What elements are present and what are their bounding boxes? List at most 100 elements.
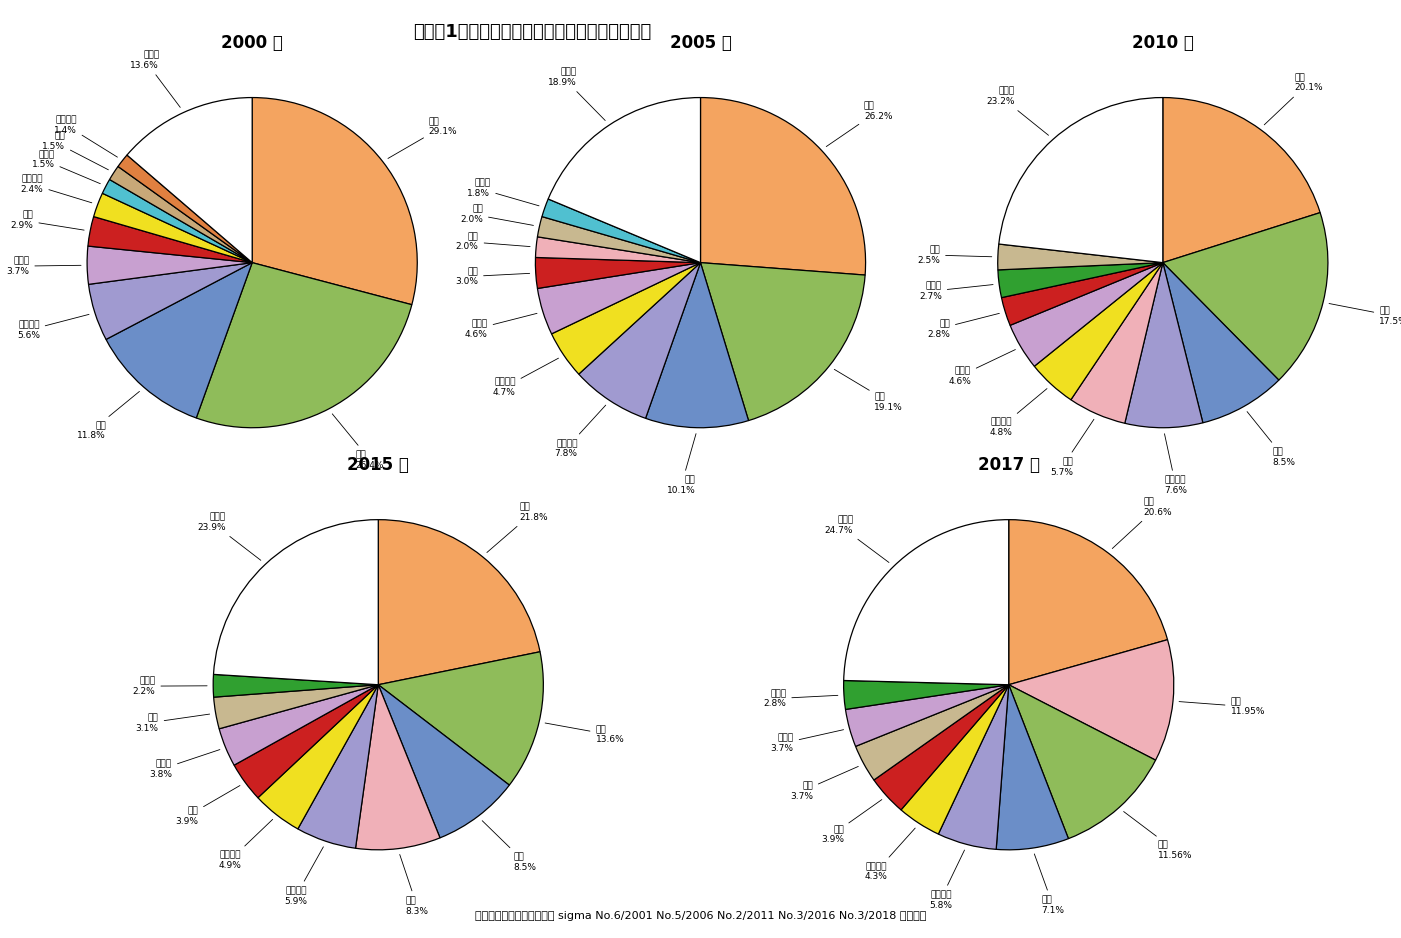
Text: 米国
26.2%: 米国 26.2%	[827, 101, 892, 146]
Title: 2010 年: 2010 年	[1132, 34, 1194, 52]
Wedge shape	[874, 685, 1009, 809]
Wedge shape	[856, 685, 1009, 780]
Text: その他
23.2%: その他 23.2%	[986, 86, 1048, 135]
Wedge shape	[1125, 263, 1203, 428]
Text: インド
2.2%: インド 2.2%	[133, 676, 207, 696]
Wedge shape	[535, 236, 700, 263]
Text: 日本
17.5%: 日本 17.5%	[1330, 304, 1401, 325]
Wedge shape	[700, 263, 866, 420]
Wedge shape	[1002, 263, 1163, 325]
Text: 台湾
2.5%: 台湾 2.5%	[918, 245, 992, 265]
Text: 米国
20.1%: 米国 20.1%	[1264, 73, 1323, 125]
Text: イタリア
4.3%: イタリア 4.3%	[864, 828, 915, 882]
Wedge shape	[901, 685, 1009, 834]
Text: （資料）スイス再保険会社 sigma No.6/2001 No.5/2006 No.2/2011 No.3/2016 No.3/2018 より作成: （資料）スイス再保険会社 sigma No.6/2001 No.5/2006 N…	[475, 911, 926, 921]
Text: 中国
2.0%: 中国 2.0%	[455, 232, 530, 251]
Text: 韓国
3.0%: 韓国 3.0%	[455, 267, 530, 286]
Wedge shape	[1010, 263, 1163, 366]
Text: 日本
13.6%: 日本 13.6%	[545, 723, 625, 745]
Wedge shape	[845, 685, 1009, 747]
Wedge shape	[700, 98, 866, 275]
Wedge shape	[1163, 98, 1320, 263]
Wedge shape	[999, 98, 1163, 263]
Text: フランス
7.6%: フランス 7.6%	[1164, 433, 1187, 495]
Wedge shape	[538, 217, 700, 263]
Text: 英国
8.5%: 英国 8.5%	[482, 821, 537, 871]
Text: 韓国
2.9%: 韓国 2.9%	[11, 210, 84, 230]
Wedge shape	[109, 166, 252, 263]
Wedge shape	[843, 520, 1009, 685]
Text: ドイツ
3.7%: ドイツ 3.7%	[7, 256, 81, 276]
Text: その他
13.6%: その他 13.6%	[130, 51, 181, 107]
Text: 台湾
2.0%: 台湾 2.0%	[460, 204, 534, 225]
Wedge shape	[1009, 640, 1174, 760]
Title: 2005 年: 2005 年	[670, 34, 731, 52]
Text: イタリア
4.9%: イタリア 4.9%	[219, 820, 273, 870]
Wedge shape	[548, 98, 700, 263]
Text: 英国
10.1%: 英国 10.1%	[667, 433, 696, 495]
Wedge shape	[1163, 213, 1328, 380]
Wedge shape	[102, 179, 252, 263]
Wedge shape	[579, 263, 700, 418]
Wedge shape	[535, 257, 700, 289]
Text: ドイツ
3.7%: ドイツ 3.7%	[771, 730, 843, 753]
Text: ドイツ
4.6%: ドイツ 4.6%	[465, 313, 537, 339]
Text: その他
18.9%: その他 18.9%	[548, 68, 605, 120]
Wedge shape	[87, 246, 252, 284]
Wedge shape	[998, 263, 1163, 297]
Text: フランス
5.9%: フランス 5.9%	[284, 847, 324, 906]
Wedge shape	[1163, 263, 1279, 423]
Text: 韓国
3.9%: 韓国 3.9%	[821, 799, 881, 844]
Wedge shape	[378, 685, 510, 838]
Wedge shape	[88, 217, 252, 263]
Text: イタリア
4.8%: イタリア 4.8%	[989, 388, 1047, 437]
Wedge shape	[94, 193, 252, 263]
Wedge shape	[542, 199, 700, 263]
Text: イタリア
4.7%: イタリア 4.7%	[493, 358, 559, 397]
Text: 豪州
1.5%: 豪州 1.5%	[42, 131, 108, 170]
Text: フランス
5.8%: フランス 5.8%	[929, 850, 964, 910]
Text: 台湾
3.1%: 台湾 3.1%	[136, 714, 210, 733]
Text: フランス
5.6%: フランス 5.6%	[17, 314, 90, 340]
Text: その他
24.7%: その他 24.7%	[825, 516, 890, 563]
Text: インド
2.8%: インド 2.8%	[764, 688, 838, 708]
Text: 中国
11.95%: 中国 11.95%	[1180, 697, 1265, 717]
Wedge shape	[127, 98, 252, 263]
Wedge shape	[196, 263, 412, 428]
Text: 日本
26.4%: 日本 26.4%	[332, 414, 384, 470]
Wedge shape	[213, 674, 378, 697]
Text: グラフ1　生命保険料シェア上位１０ケ国の変遷: グラフ1 生命保険料シェア上位１０ケ国の変遷	[413, 23, 651, 41]
Wedge shape	[1070, 263, 1163, 423]
Wedge shape	[219, 685, 378, 765]
Wedge shape	[356, 685, 440, 850]
Wedge shape	[378, 520, 539, 685]
Text: 英国
8.5%: 英国 8.5%	[1247, 412, 1295, 466]
Text: その他
23.9%: その他 23.9%	[198, 512, 261, 560]
Title: 2017 年: 2017 年	[978, 456, 1040, 474]
Text: 米国
21.8%: 米国 21.8%	[488, 503, 548, 552]
Wedge shape	[88, 263, 252, 340]
Text: ドイツ
4.6%: ドイツ 4.6%	[948, 350, 1016, 386]
Text: カナダ
1.5%: カナダ 1.5%	[32, 150, 101, 184]
Text: ドイツ
3.8%: ドイツ 3.8%	[149, 749, 220, 779]
Wedge shape	[538, 263, 700, 334]
Wedge shape	[252, 98, 417, 305]
Text: 中国
8.3%: 中国 8.3%	[399, 855, 429, 915]
Text: 英国
11.8%: 英国 11.8%	[77, 391, 140, 441]
Text: 韓国
2.8%: 韓国 2.8%	[927, 313, 999, 339]
Wedge shape	[378, 652, 544, 785]
Text: スペイン
1.4%: スペイン 1.4%	[55, 115, 118, 158]
Wedge shape	[843, 680, 1009, 709]
Text: 台湾
3.7%: 台湾 3.7%	[790, 766, 859, 801]
Title: 2015 年: 2015 年	[347, 456, 409, 474]
Text: フランス
7.8%: フランス 7.8%	[555, 405, 605, 459]
Wedge shape	[998, 244, 1163, 270]
Text: 米国
29.1%: 米国 29.1%	[388, 117, 457, 159]
Wedge shape	[118, 155, 252, 263]
Wedge shape	[258, 685, 378, 829]
Text: インド
2.7%: インド 2.7%	[919, 281, 993, 301]
Text: 日本
19.1%: 日本 19.1%	[835, 370, 904, 412]
Wedge shape	[646, 263, 748, 428]
Wedge shape	[1009, 685, 1156, 839]
Wedge shape	[106, 263, 252, 418]
